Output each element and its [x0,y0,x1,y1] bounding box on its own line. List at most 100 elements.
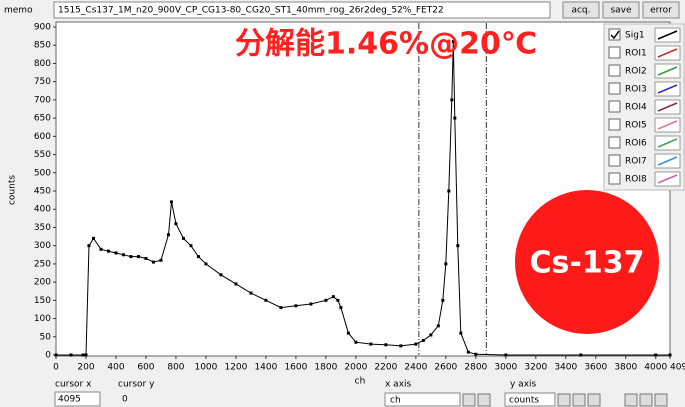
data-point [336,298,340,302]
y-tick-label: 250 [34,259,51,269]
data-point [339,306,343,310]
button[interactable] [562,1,600,19]
cursor-x-label: cursor x [55,380,92,390]
data-point [414,342,418,346]
data-point [447,189,451,193]
data-point [346,331,350,335]
y-tick-label: 750 [34,77,51,87]
checkbox[interactable] [608,172,621,185]
checkbox[interactable] [608,100,621,113]
y-tick-label: 450 [34,187,51,197]
legend-label: ROI6 [625,139,647,149]
data-point [384,343,388,347]
y-tick-label: 700 [34,95,51,105]
icon[interactable] [477,393,491,407]
data-point [69,353,73,357]
x-tick-label: 3000 [494,363,517,373]
y-tick-label: 800 [34,59,51,69]
toolbar-icons [462,393,668,407]
isotope-annotation: Cs-137 [530,246,645,281]
data-point [219,273,223,277]
button[interactable] [642,1,680,19]
data-point [504,353,508,357]
data-point [174,222,178,226]
data-point [114,251,118,255]
legend-swatch [657,120,678,130]
data-point [441,298,445,302]
checkbox[interactable] [608,154,621,167]
legend-swatch [657,174,678,184]
x-tick-label: 1600 [284,363,307,373]
data-point [309,302,313,306]
x-tick-label: 0 [53,363,59,373]
legend-label: Sig1 [625,31,645,41]
data-point [87,244,91,248]
legend-label: ROI7 [625,157,647,167]
button-label: acq. [571,6,590,16]
memo-label: memo [4,6,33,16]
data-point [264,298,268,302]
cursor-x-field[interactable] [54,391,101,407]
badge [515,190,659,334]
x-tick-label: 400 [107,363,124,373]
x-tick-label: 1800 [314,363,337,373]
data-point [279,306,283,310]
checkbox[interactable] [608,28,621,41]
legend-label: ROI3 [625,85,647,95]
x-tick-label: 1400 [254,363,277,373]
data-point [654,353,658,357]
y-tick-label: 150 [34,296,51,306]
data-point [129,255,133,259]
data-point [294,304,298,308]
memo-text: 1515_Cs137_1M_n20_900V_CP_CG13-80_CG20_S… [58,6,444,16]
data-point [151,260,155,264]
data-point [459,331,463,335]
data-point [354,340,358,344]
legend-swatch [657,138,678,148]
button[interactable] [602,1,640,19]
x-tick-label: 600 [137,363,154,373]
x-axis-label: x axis [385,380,412,390]
data-point [99,247,103,251]
x-tick-label: 200 [77,363,94,373]
icon[interactable] [639,393,653,407]
cursor-x-value: 4095 [58,395,81,405]
data-point [234,282,238,286]
legend-swatch [657,156,678,166]
memo-field[interactable] [53,1,551,19]
y-tick-label: 650 [34,114,51,124]
data-point [181,236,185,240]
data-point [189,244,193,248]
icon[interactable] [572,393,586,407]
data-point [196,255,200,259]
y-tick-label: 500 [34,168,51,178]
legend-swatch [657,84,678,94]
icon[interactable] [557,393,571,407]
data-point [451,40,455,44]
x-axis-select[interactable] [384,392,461,407]
icon[interactable] [587,393,601,407]
x-tick-label: 3600 [584,363,607,373]
data-point [136,255,140,259]
resolution-annotation: 分解能1.46%@20℃ [235,27,537,62]
y-tick-label: 400 [34,205,51,215]
icon[interactable] [624,393,638,407]
y-axis-value: counts [509,396,539,406]
data-point [159,258,163,262]
checkbox[interactable] [608,46,621,59]
checkbox[interactable] [608,136,621,149]
data-point [91,236,95,240]
data-point [456,244,460,248]
y-axis-select[interactable] [504,392,556,407]
y-tick-label: 200 [34,278,51,288]
icon[interactable] [462,393,476,407]
checkbox[interactable] [608,64,621,77]
checkmark [610,30,620,40]
x-axis-title: ch [355,377,366,387]
checkbox[interactable] [608,82,621,95]
checkbox[interactable] [608,118,621,131]
y-tick-label: 0 [45,351,51,361]
x-tick-label: 2000 [344,363,367,373]
icon[interactable] [654,393,668,407]
